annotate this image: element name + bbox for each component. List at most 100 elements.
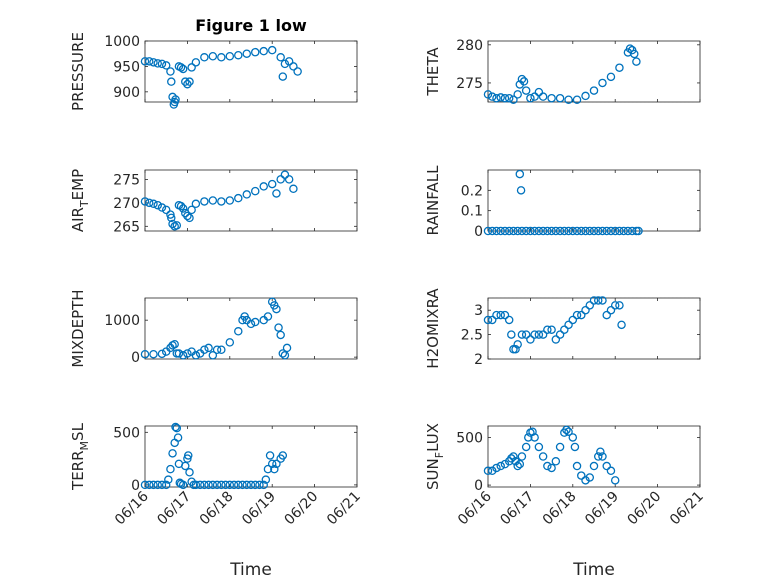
data-point bbox=[246, 480, 256, 490]
y-tick-label: 900 bbox=[113, 85, 140, 101]
data-point bbox=[255, 480, 264, 490]
y-axis-label: THETA bbox=[424, 47, 442, 97]
data-point bbox=[581, 305, 590, 315]
data-point bbox=[602, 461, 611, 471]
data-point bbox=[487, 92, 497, 101]
data-point bbox=[200, 480, 209, 490]
data-point bbox=[261, 475, 271, 484]
data-point bbox=[183, 211, 192, 221]
data-point bbox=[598, 78, 607, 88]
data-point bbox=[513, 340, 522, 349]
y-tick-label: 500 bbox=[456, 430, 483, 446]
data-point bbox=[181, 461, 190, 471]
data-point bbox=[276, 175, 285, 184]
data-point bbox=[278, 451, 288, 460]
data-point bbox=[524, 433, 533, 442]
data-point bbox=[191, 58, 201, 67]
data-point bbox=[555, 330, 565, 339]
data-point bbox=[589, 226, 599, 236]
data-point bbox=[617, 320, 626, 330]
data-point bbox=[615, 63, 624, 72]
y-tick-label: 265 bbox=[113, 219, 140, 235]
subplot-1: 900 950 1000 PRESSURE bbox=[69, 32, 358, 111]
data-point bbox=[217, 197, 226, 206]
data-point bbox=[187, 63, 196, 72]
data-point bbox=[551, 457, 561, 466]
axes-box bbox=[144, 169, 358, 232]
data-point bbox=[500, 93, 510, 103]
data-point bbox=[564, 226, 573, 236]
data-point bbox=[208, 351, 218, 360]
data-point bbox=[623, 226, 633, 236]
data-point bbox=[530, 433, 539, 442]
data-point bbox=[276, 53, 285, 62]
data-point bbox=[149, 480, 158, 490]
data-point bbox=[157, 203, 167, 212]
data-point bbox=[555, 226, 565, 236]
data-point bbox=[511, 457, 520, 466]
data-point bbox=[172, 423, 182, 433]
data-point bbox=[543, 226, 552, 236]
data-point bbox=[517, 330, 527, 339]
data-point bbox=[284, 175, 294, 184]
data-point bbox=[167, 77, 176, 86]
data-point bbox=[289, 62, 298, 71]
data-point bbox=[547, 463, 556, 473]
data-point bbox=[509, 452, 518, 461]
data-point bbox=[492, 226, 501, 236]
data-point bbox=[619, 226, 628, 236]
data-point bbox=[504, 226, 514, 236]
data-point bbox=[610, 476, 620, 485]
data-point bbox=[492, 463, 501, 473]
data-point bbox=[225, 480, 235, 490]
data-point bbox=[280, 59, 290, 69]
data-point bbox=[511, 344, 520, 354]
data-point bbox=[208, 480, 218, 490]
data-point bbox=[161, 205, 171, 215]
data-point bbox=[289, 184, 298, 194]
data-point bbox=[170, 339, 179, 349]
data-point bbox=[144, 480, 154, 490]
data-point bbox=[284, 57, 294, 66]
data-point bbox=[483, 315, 493, 325]
data-point bbox=[568, 315, 578, 325]
data-point bbox=[593, 226, 603, 236]
data-point bbox=[513, 461, 522, 471]
data-point bbox=[191, 199, 201, 209]
data-point bbox=[534, 226, 544, 236]
data-point bbox=[526, 226, 535, 236]
data-point bbox=[171, 422, 180, 432]
y-tick-label: 3 bbox=[474, 303, 483, 319]
y-tick-label: 2 bbox=[474, 352, 483, 368]
data-point bbox=[538, 226, 548, 236]
data-point bbox=[593, 296, 603, 305]
data-point bbox=[140, 480, 150, 490]
data-point bbox=[610, 301, 620, 310]
axes-box bbox=[144, 297, 358, 360]
data-point bbox=[168, 449, 177, 458]
data-point bbox=[208, 52, 218, 61]
data-point bbox=[183, 79, 192, 89]
data-point bbox=[602, 226, 611, 236]
data-point bbox=[560, 325, 569, 334]
data-point bbox=[272, 459, 281, 469]
data-point bbox=[259, 46, 268, 56]
data-point bbox=[538, 92, 548, 101]
data-point bbox=[242, 49, 252, 58]
data-point bbox=[221, 480, 230, 490]
data-point bbox=[166, 67, 175, 76]
data-point bbox=[217, 345, 226, 355]
data-point bbox=[174, 349, 184, 358]
data-point bbox=[178, 480, 188, 490]
data-point bbox=[526, 93, 535, 103]
data-point bbox=[178, 351, 188, 360]
data-point bbox=[500, 226, 510, 236]
data-point bbox=[212, 345, 222, 355]
subplot-5: 0 1000 MIXDEPTH bbox=[69, 289, 358, 368]
data-point bbox=[572, 461, 582, 471]
data-point bbox=[598, 226, 607, 236]
x-axis-label-right: Time bbox=[572, 560, 615, 580]
data-point bbox=[153, 59, 162, 68]
data-point bbox=[166, 210, 175, 219]
axes-box bbox=[487, 40, 701, 103]
